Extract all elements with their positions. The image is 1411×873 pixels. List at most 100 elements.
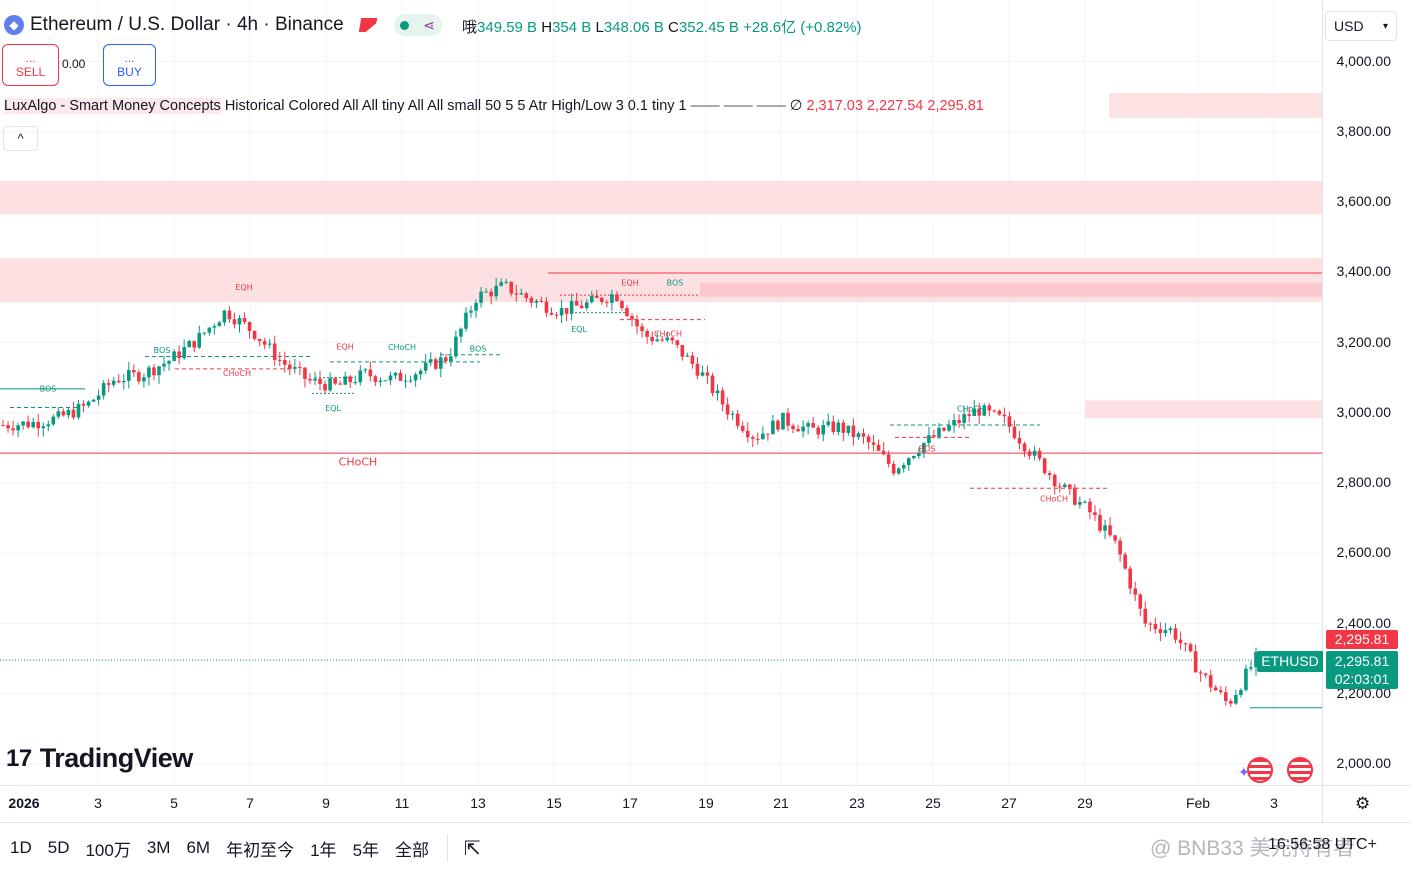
candle-body [1052,474,1057,487]
symbol-header[interactable]: ◆ Ethereum / U.S. Dollar · 4h · Binance … [4,12,442,38]
candle-body [494,285,498,297]
candle-body [534,301,539,303]
candle-body [987,405,992,411]
candle-body [459,328,463,337]
candle-body [640,326,644,332]
timeframe-bar: 1D 5D 100万 3M 6M 年初至今 1年 5年 全部 ⇱ [0,822,1411,873]
us-event-icon[interactable] [1287,757,1313,783]
candle-body [116,380,121,383]
candle-body [504,281,509,283]
settings-gear-icon[interactable]: ⚙ [1355,794,1371,813]
candle-body [1098,515,1102,531]
candle-body [91,399,96,402]
timeframe-button[interactable]: 3M [146,838,171,857]
candle-body [816,427,821,435]
time-tick-label: 15 [546,795,562,811]
buy-label: BUY [117,65,142,79]
candle-body [1229,701,1233,704]
tradingview-icon: 17 [6,744,32,772]
candle-body [1173,628,1178,640]
candle-body [479,291,483,303]
candle-body [1022,443,1027,452]
candle-body [529,297,534,303]
candle-body [111,380,116,385]
candle-body [247,322,252,331]
candle-body [121,380,126,383]
candle-body [1032,450,1037,456]
candle-body [1002,414,1007,417]
status-pill[interactable]: ⋖ [393,14,442,36]
symbol-title[interactable]: Ethereum / U.S. Dollar · 4h · Binance [30,14,344,35]
candle-body [665,337,670,341]
tradingview-logo[interactable]: 17 TradingView [6,743,193,774]
clock-display[interactable]: 16:56:58 UTC+ [1268,836,1377,853]
candle-body [1188,644,1193,652]
date-range-icon[interactable]: ⇱ [464,837,481,860]
price-tick-label: 3,600.00 [1336,193,1392,209]
candle-body [912,456,916,459]
timeframe-button[interactable]: 年初至今 [226,840,295,860]
candle-body [1123,554,1127,569]
candle-body [328,378,332,391]
candle-body [871,442,876,445]
timeframe-button[interactable]: 1年 [310,840,337,860]
indicator-legend[interactable]: LuxAlgo - Smart Money Concepts Historica… [4,98,984,114]
us-event-icon[interactable] [1247,757,1273,783]
smc-label: BOS [154,346,171,355]
timeframe-button[interactable]: 全部 [395,840,430,860]
timeframe-button[interactable]: 5年 [352,840,380,860]
candle-body [680,344,685,357]
candle-body [781,412,785,430]
candle-body [786,412,790,426]
candle-body [267,343,272,345]
candle-body [288,364,292,369]
indicator-name[interactable]: LuxAlgo - Smart Money Concepts [4,98,221,114]
candle-body [600,297,604,303]
candle-body [977,408,982,416]
candle-body [293,367,297,369]
price-tick-label: 3,000.00 [1336,403,1392,420]
candle-body [132,370,136,373]
candle-body [896,468,901,474]
candle-body [972,408,977,416]
candle-body [836,422,841,432]
candle-body [1,425,5,427]
candle-body [514,293,519,295]
time-tick-label: 3 [94,795,102,811]
timeframe-button[interactable]: 6M [186,838,211,857]
candle-body [625,307,629,317]
candle-body [484,291,488,293]
candle-body [539,301,544,303]
time-tick-label: 11 [394,795,410,811]
candle-body [423,362,428,371]
candle-body [756,438,760,440]
candle-body [650,336,654,342]
candle-body [846,425,851,433]
chevron-down-icon: ▾ [1382,20,1388,32]
timeframe-button[interactable]: 5D [47,838,70,857]
candle-body [252,330,257,339]
flag-icon[interactable] [358,18,377,32]
candle-body [584,302,589,309]
buy-button[interactable]: ... BUY [103,44,156,86]
smc-label: EQH [621,279,638,288]
candle-body [388,375,393,381]
candle-body [333,378,337,384]
timeframe-button[interactable]: 100万 [85,840,131,860]
candle-body [861,433,866,437]
candle-body [735,413,740,426]
time-tick-label: 9 [322,795,330,811]
candle-body [1118,540,1122,555]
candle-body [1254,651,1258,668]
candle-body [1128,568,1132,589]
candle-body [821,425,826,435]
collapse-legend-button[interactable]: ^ [3,126,38,151]
currency-select[interactable]: USD ▾ [1325,11,1397,41]
candle-body [232,319,237,325]
candle-body [162,363,166,367]
sell-button[interactable]: ... SELL [2,44,59,86]
candle-body [308,378,312,381]
timeframe-button[interactable]: 1D [10,838,32,857]
candle-body [454,336,458,357]
